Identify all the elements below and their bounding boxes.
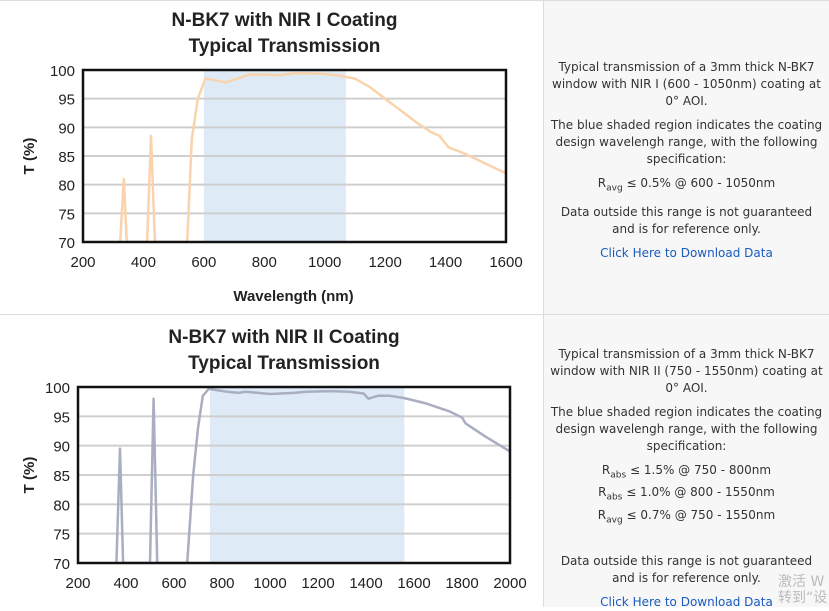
y-tick-label: 80 [53, 497, 70, 514]
plot-frame [81, 68, 508, 244]
chart-nir-i: N-BK7 with NIR I Coating Typical Transmis… [21, 10, 523, 305]
x-tick-label: 1000 [308, 254, 341, 271]
x-tick-label: 1600 [489, 254, 522, 271]
x-tick-label: 1400 [429, 254, 462, 271]
activation-watermark: 转到“设 [778, 590, 828, 606]
spec-line: Ravg ≤ 0.5% @ 600 - 1050nm [597, 176, 776, 194]
description: Typical transmission of a 3mm thick N-BK… [550, 347, 823, 395]
y-tick-label: 95 [53, 409, 70, 426]
x-tick-label: 1200 [301, 575, 334, 592]
y-tick-label: 90 [53, 439, 70, 456]
x-tick-label: 1000 [253, 575, 286, 592]
x-tick-label: 400 [113, 575, 138, 592]
download-data-link[interactable]: Click Here to Download Data [600, 246, 773, 261]
y-tick-label: 85 [58, 149, 75, 166]
disclaimer: Data outside this range is not guarantee… [560, 554, 813, 586]
download-data-link[interactable]: Click Here to Download Data [600, 595, 773, 610]
x-tick-label: 200 [70, 254, 95, 271]
x-tick-label: 1800 [445, 575, 478, 592]
shaded-note: The blue shaded region indicates the coa… [550, 118, 823, 166]
x-tick-label: 2000 [493, 575, 526, 592]
description: Typical transmission of a 3mm thick N-BK… [552, 60, 821, 108]
activation-watermark: 激活 W [778, 574, 825, 590]
chart-subtitle: Typical Transmission [189, 36, 381, 57]
row-nir-ii: N-BK7 with NIR II Coating Typical Transmi… [0, 314, 829, 610]
y-tick-label: 75 [58, 206, 75, 223]
y-tick-label: 100 [45, 380, 70, 397]
plot-frame [76, 385, 512, 565]
x-axis-label: Wavelength (nm) [233, 288, 353, 305]
x-tick-label: 1400 [349, 575, 382, 592]
x-tick-label: 600 [161, 575, 186, 592]
shaded-note: The blue shaded region indicates the coa… [550, 405, 823, 453]
spec-list: Ravg ≤ 0.5% @ 600 - 1050nm [544, 175, 829, 197]
chart-cell: N-BK7 with NIR II Coating Typical Transmi… [0, 315, 544, 607]
chart-cell: N-BK7 with NIR I Coating Typical Transmis… [0, 1, 544, 314]
transmission-line [118, 72, 506, 242]
row-nir-i: N-BK7 with NIR I Coating Typical Transmis… [0, 0, 829, 314]
y-tick-label: 90 [58, 120, 75, 137]
y-tick-label: 75 [53, 527, 70, 544]
chart-nir-ii: N-BK7 with NIR II Coating Typical Transmi… [21, 327, 527, 592]
x-tick-label: 200 [65, 575, 90, 592]
x-tick-label: 400 [131, 254, 156, 271]
spec-list: Rabs ≤ 1.5% @ 750 - 800nm Rabs ≤ 1.0% @ … [544, 462, 829, 529]
info-panel: Typical transmission of a 3mm thick N-BK… [544, 315, 829, 610]
y-tick-label: 85 [53, 468, 70, 485]
x-tick-label: 800 [209, 575, 234, 592]
transmission-line [115, 387, 510, 563]
y-tick-label: 100 [50, 63, 75, 80]
x-tick-label: 1600 [397, 575, 430, 592]
x-tick-label: 800 [252, 254, 277, 271]
y-tick-label: 95 [58, 92, 75, 109]
chart-title: N-BK7 with NIR I Coating [172, 10, 398, 31]
disclaimer: Data outside this range is not guarantee… [560, 205, 813, 237]
spec-line: Ravg ≤ 0.7% @ 750 - 1550nm [597, 507, 776, 526]
chart-subtitle: Typical Transmission [188, 353, 380, 374]
y-axis-label: T (%) [21, 138, 38, 175]
x-tick-label: 1200 [368, 254, 401, 271]
spec-line: Rabs ≤ 1.5% @ 750 - 800nm [601, 463, 772, 481]
x-tick-label: 600 [191, 254, 216, 271]
y-axis-label: T (%) [21, 457, 38, 494]
y-tick-label: 70 [53, 556, 70, 573]
chart-title: N-BK7 with NIR II Coating [168, 327, 399, 348]
spec-line: Rabs ≤ 1.0% @ 800 - 1550nm [598, 485, 775, 503]
info-panel: Typical transmission of a 3mm thick N-BK… [544, 1, 829, 314]
y-tick-label: 70 [58, 235, 75, 252]
y-tick-label: 80 [58, 178, 75, 195]
